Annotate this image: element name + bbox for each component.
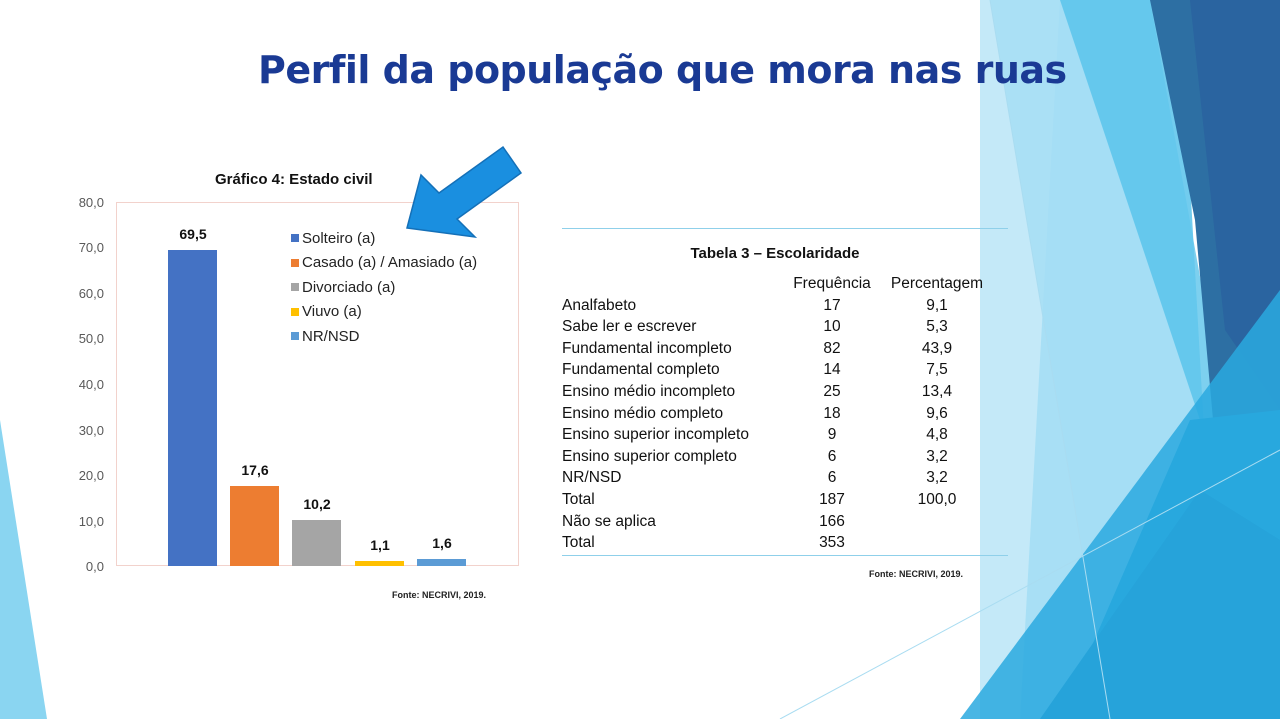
- table-cell: 25: [823, 382, 841, 400]
- header-cell: Frequência: [793, 275, 871, 292]
- bar: [417, 558, 466, 566]
- table-cell: NR/NSD: [562, 469, 622, 487]
- arrow-icon: [406, 145, 523, 239]
- table-cell: Total: [562, 534, 595, 552]
- table-row: Sabe ler e escrever 10 5,3: [562, 316, 1008, 338]
- table-cell: 6: [827, 469, 837, 487]
- table-bottom-rule: [562, 554, 1008, 556]
- bar: [355, 560, 404, 566]
- table-row: Fundamental incompleto 82 43,9: [562, 338, 1008, 360]
- table-cell: 43,9: [921, 339, 953, 357]
- slide-title: Perfil da população que mora nas ruas: [258, 48, 1067, 92]
- y-tick: 10,0: [78, 514, 104, 529]
- table-row: Ensino superior completo 6 3,2: [562, 446, 1008, 468]
- chart-legend: Solteiro (a) Casado (a) / Amasiado (a) D…: [291, 226, 477, 349]
- bar: [292, 519, 341, 566]
- legend-item: Solteiro (a): [291, 226, 477, 251]
- table-cell: Ensino superior incompleto: [562, 426, 749, 444]
- education-table: Tabela 3 – Escolaridade Frequência Perce…: [562, 228, 1008, 556]
- table-cell: 4,8: [926, 426, 948, 444]
- table-cell: 9,6: [926, 404, 948, 422]
- legend-swatch: [291, 307, 299, 316]
- table-cell: Ensino médio completo: [562, 404, 724, 422]
- table-cell: 18: [823, 404, 841, 422]
- table-cell: 100,0: [917, 490, 957, 508]
- table-cell: Não se aplica: [562, 512, 656, 530]
- table-cell: Ensino superior completo: [562, 447, 737, 465]
- legend-item: Casado (a) / Amasiado (a): [291, 251, 477, 276]
- legend-label: NR/NSD: [302, 327, 360, 345]
- table-cell: Total: [562, 490, 595, 508]
- table-row: Ensino médio completo 18 9,6: [562, 403, 1008, 425]
- table-cell: 166: [819, 512, 845, 530]
- legend-label: Solteiro (a): [302, 229, 376, 247]
- header-cell: [562, 273, 782, 295]
- table-top-rule: [562, 228, 1008, 229]
- table-cell: 9,1: [926, 296, 948, 314]
- table-cell: 17: [823, 296, 841, 314]
- table-cell: 3,2: [926, 469, 948, 487]
- table-title: Tabela 3 – Escolaridade: [690, 245, 860, 262]
- legend-label: Casado (a) / Amasiado (a): [302, 254, 478, 272]
- table-cell: Fundamental incompleto: [562, 339, 732, 357]
- table-cell: 82: [823, 339, 841, 357]
- table-cell: 7,5: [926, 361, 948, 379]
- legend-swatch: [291, 234, 299, 243]
- header-cell: Percentagem: [890, 275, 984, 292]
- y-tick: 50,0: [78, 331, 104, 346]
- legend-label: Divorciado (a): [302, 278, 396, 296]
- bar-value-label: 1,6: [432, 534, 452, 551]
- bar-value-label: 10,2: [303, 495, 331, 512]
- table-row: Total 187 100,0: [562, 489, 1008, 511]
- legend-item: Viuvo (a): [291, 300, 477, 325]
- bar-value-label: 17,6: [241, 461, 269, 478]
- table-row: Não se aplica 166: [562, 511, 1008, 533]
- table-header-row: Frequência Percentagem: [562, 273, 1008, 295]
- legend-item: NR/NSD: [291, 324, 477, 349]
- legend-swatch: [291, 332, 299, 341]
- chart-source: Fonte: NECRIVI, 2019.: [392, 590, 487, 600]
- table-source: Fonte: NECRIVI, 2019.: [869, 569, 964, 579]
- y-tick: 80,0: [78, 195, 104, 210]
- bar-value-label: 1,1: [370, 536, 390, 553]
- y-tick: 40,0: [78, 377, 104, 392]
- legend-item: Divorciado (a): [291, 275, 477, 300]
- table-row: Total 353: [562, 532, 1008, 554]
- y-tick: 20,0: [78, 468, 104, 483]
- table-cell: Ensino médio incompleto: [562, 382, 736, 400]
- bar-value-label: 69,5: [179, 225, 207, 242]
- table-cell: 13,4: [921, 382, 953, 400]
- table-row: NR/NSD 6 3,2: [562, 467, 1008, 489]
- table-cell: 353: [819, 534, 845, 552]
- table-row: Ensino superior incompleto 9 4,8: [562, 424, 1008, 446]
- legend-swatch: [291, 258, 299, 267]
- table-cell: [882, 532, 992, 554]
- table-cell: 3,2: [926, 447, 948, 465]
- table-row: Fundamental completo 14 7,5: [562, 359, 1008, 381]
- table-cell: 187: [819, 490, 845, 508]
- table-row: Ensino médio incompleto 25 13,4: [562, 381, 1008, 403]
- legend-label: Viuvo (a): [302, 303, 362, 321]
- table-cell: Analfabeto: [562, 296, 637, 314]
- y-tick: 0,0: [85, 559, 104, 574]
- y-tick: 70,0: [78, 240, 104, 255]
- table-cell: 5,3: [926, 318, 948, 336]
- table-row: Analfabeto 17 9,1: [562, 295, 1008, 317]
- bar: [168, 249, 217, 566]
- bar: [230, 485, 279, 566]
- table-cell: 14: [823, 361, 841, 379]
- table-cell: 10: [823, 318, 841, 336]
- legend-swatch: [291, 283, 299, 292]
- table-cell: Fundamental completo: [562, 361, 720, 379]
- y-tick: 30,0: [78, 423, 104, 438]
- y-tick: 60,0: [78, 286, 104, 301]
- table-cell: [882, 511, 992, 533]
- table-cell: 9: [827, 426, 837, 444]
- table-cell: 6: [827, 447, 837, 465]
- chart-title: Gráfico 4: Estado civil: [215, 171, 373, 188]
- table-cell: Sabe ler e escrever: [562, 318, 697, 336]
